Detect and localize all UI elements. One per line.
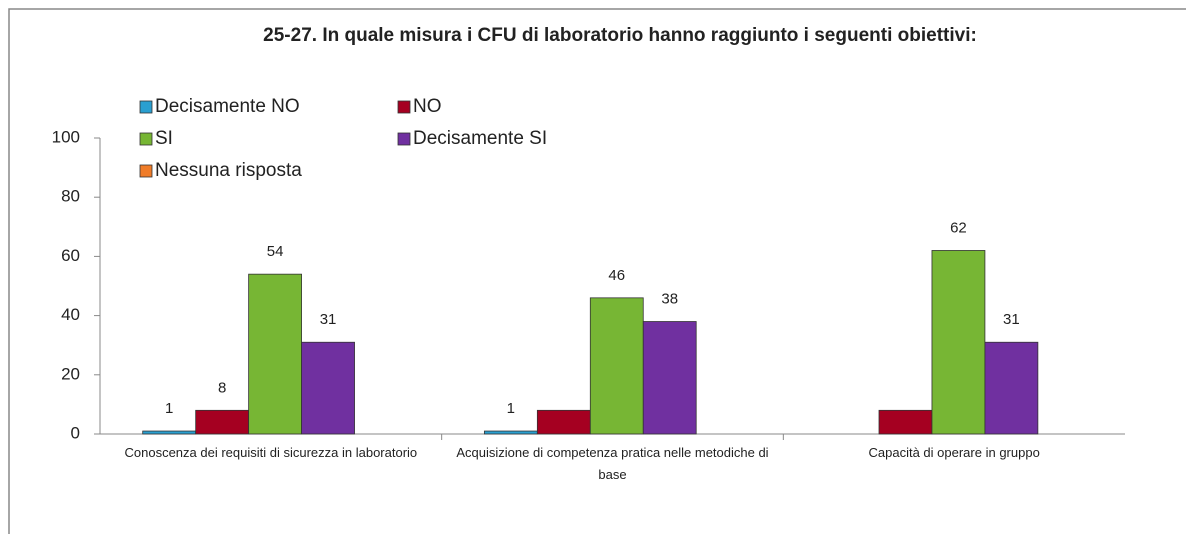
y-tick-label: 100 — [52, 127, 80, 146]
legend-swatch — [139, 164, 153, 178]
legend-swatch — [397, 100, 411, 114]
y-tick-label: 40 — [61, 305, 80, 324]
data-label: 46 — [608, 267, 625, 284]
data-label: 38 — [661, 290, 678, 307]
bar — [931, 250, 986, 435]
data-label: 1 — [165, 400, 173, 417]
bar — [589, 297, 644, 435]
bar — [248, 273, 302, 435]
y-tick-label: 60 — [61, 246, 80, 265]
legend-label: SI — [155, 128, 173, 149]
bar — [301, 341, 355, 435]
y-tick-label: 20 — [61, 364, 80, 383]
bar — [984, 341, 1039, 435]
data-label: 1 — [507, 400, 515, 417]
x-tick-label: Capacità di operare in gruppo — [868, 445, 1040, 460]
data-label: 54 — [267, 243, 284, 260]
legend-swatch — [139, 100, 153, 114]
data-label: 31 — [1003, 311, 1020, 328]
bar — [642, 321, 697, 435]
legend-label: Nessuna risposta — [155, 160, 302, 181]
data-label: 62 — [950, 219, 967, 236]
frame — [8, 8, 1186, 534]
legend-swatch — [397, 132, 411, 146]
x-tick-label: Acquisizione di competenza pratica nelle… — [456, 445, 769, 482]
x-tick-label: Conoscenza dei requisiti di sicurezza in… — [124, 445, 418, 460]
legend-label: Decisamente NO — [155, 96, 300, 117]
bar — [195, 409, 250, 435]
bar — [536, 409, 591, 435]
legend-swatch — [139, 132, 153, 146]
data-label: 8 — [218, 379, 226, 396]
bar — [142, 430, 197, 435]
y-tick-label: 0 — [71, 423, 80, 442]
chart-title: 25-27. In quale misura i CFU di laborato… — [263, 25, 977, 46]
legend-label: Decisamente SI — [413, 128, 547, 149]
bar — [878, 409, 933, 435]
bar — [483, 430, 538, 435]
data-label: 31 — [320, 311, 337, 328]
legend-label: NO — [413, 96, 442, 117]
y-tick-label: 80 — [61, 187, 80, 206]
